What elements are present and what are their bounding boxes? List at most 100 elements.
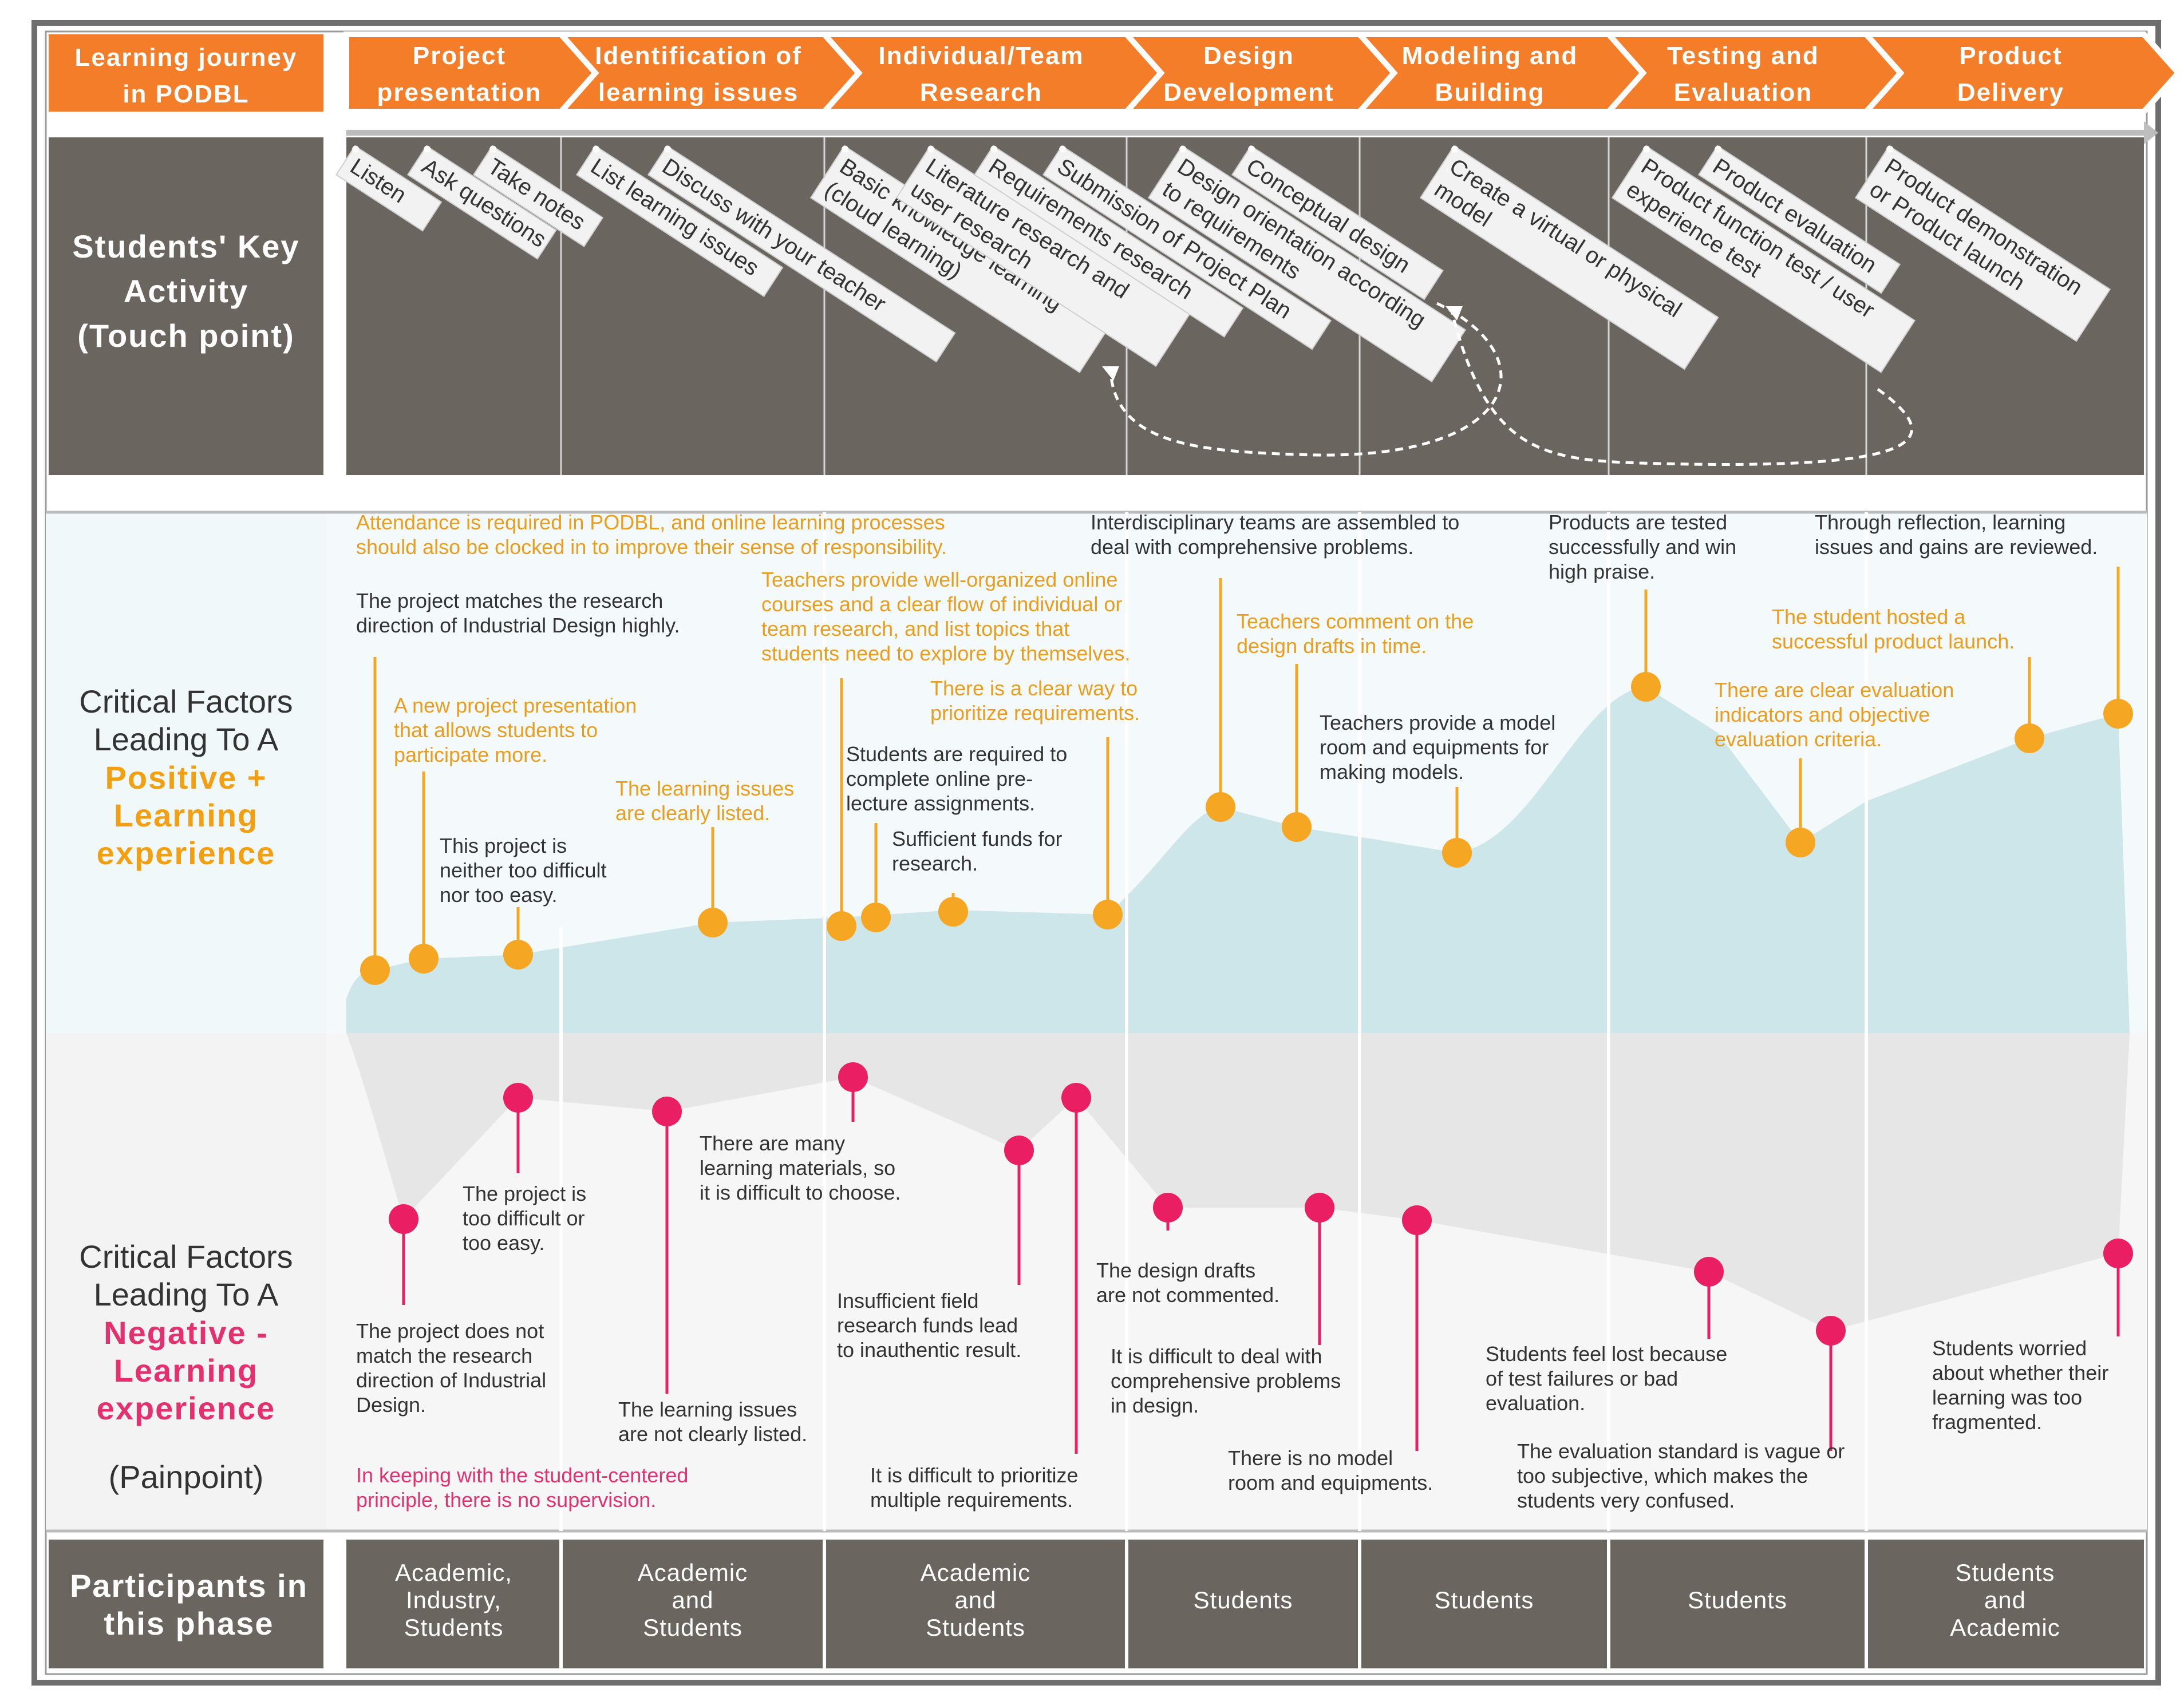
participants-cell-3: Academic and Students xyxy=(921,1559,1030,1641)
positive-label-bg xyxy=(46,512,326,1033)
negative-annotation-line: students very confused. xyxy=(1517,1489,1735,1512)
positive-annotation-line: Products are tested xyxy=(1549,511,1727,534)
key-activity-label-line: Students' Key xyxy=(72,228,299,264)
positive-annotation-line: Attendance is required in PODBL, and onl… xyxy=(356,511,945,534)
positive-annotation-line: Sufficient funds for xyxy=(892,827,1063,850)
participants-cell-3-line: and xyxy=(954,1587,996,1613)
activity-tag-bg xyxy=(1042,145,1332,350)
positive-annotation: There are clear evaluation indicators and… xyxy=(1715,678,1954,751)
participants-cell-7-line: Academic xyxy=(1950,1614,2060,1641)
participants-cell-7: Students and Academic xyxy=(1950,1559,2060,1641)
positive-annotation: Teachers provide a model room and equipme… xyxy=(1320,711,1555,784)
negative-annotation: The design drafts are not commented. xyxy=(1096,1259,1279,1307)
positive-annotation-line: neither too difficult xyxy=(440,859,607,882)
negative-annotation-line: research funds lead xyxy=(837,1314,1018,1337)
positive-annotation-line: prioritize requirements. xyxy=(930,701,1140,725)
phase-label-5: Modeling and Building xyxy=(1402,42,1578,106)
positive-marker-dot xyxy=(1786,828,1815,857)
participants-cell-3-line: Academic xyxy=(921,1559,1030,1586)
participants-label-line: Participants in xyxy=(70,1568,308,1604)
negative-annotation-line: are not commented. xyxy=(1096,1283,1279,1307)
negative-annotation-line: In keeping with the student-centered xyxy=(356,1463,688,1487)
positive-annotation-line: There is a clear way to xyxy=(930,677,1138,700)
negative-curve-group xyxy=(346,1033,2130,1331)
negative-annotation-line: There are many xyxy=(700,1132,845,1155)
negative-annotation-line: too difficult or xyxy=(463,1206,584,1230)
activity-tag-bg xyxy=(1854,145,2111,342)
phase-label-7-line: Product xyxy=(1959,42,2062,70)
positive-annotation: Teachers comment on the design drafts in … xyxy=(1237,610,1474,658)
phase-label-6-line: Evaluation xyxy=(1674,78,1813,106)
negative-annotation-line: The project is xyxy=(463,1182,586,1205)
negative-annotation-line: The learning issues xyxy=(618,1398,797,1421)
phase-label-3: Individual/Team Research xyxy=(878,42,1084,106)
positive-marker-dot xyxy=(360,955,390,985)
feedback-arrow-head xyxy=(1102,366,1119,381)
positive-marker-dot xyxy=(1206,792,1235,822)
positive-annotation: A new project presentation that allows st… xyxy=(394,694,637,766)
positive-annotation: Sufficient funds for research. xyxy=(892,827,1063,875)
phase-label-1-line: Project xyxy=(413,42,506,70)
activity-tag-bg xyxy=(1419,145,1719,370)
negative-annotation-line: Design. xyxy=(356,1393,426,1417)
positive-annotation-line: Interdisciplinary teams are assembled to xyxy=(1091,511,1459,534)
participants-cell-4: Students xyxy=(1194,1587,1293,1613)
activity-tag-pin xyxy=(990,145,998,153)
activity-tag-bg xyxy=(335,145,443,232)
negative-annotation: It is difficult to prioritize multiple re… xyxy=(870,1463,1078,1512)
negative-annotation-line: comprehensive problems xyxy=(1111,1369,1341,1393)
positive-annotation-line: deal with comprehensive problems. xyxy=(1091,535,1413,559)
negative-label-accent-line: Learning xyxy=(114,1352,258,1388)
participants-cell-7-line: and xyxy=(1984,1587,2026,1613)
negative-annotation: In keeping with the student-centered prin… xyxy=(356,1463,688,1512)
phase-label-2: Identification of learning issues xyxy=(595,42,802,106)
feedback-arrow-testing xyxy=(1450,308,1913,466)
negative-annotation-line: It is difficult to deal with xyxy=(1111,1344,1322,1368)
phase-label-4: Design Development xyxy=(1163,42,1334,106)
positive-label-accent: Positive + Learning experience xyxy=(97,759,276,871)
activity-tag-bg xyxy=(1147,145,1467,383)
negative-annotation-line: There is no model xyxy=(1228,1446,1393,1470)
negative-label-accent: Negative -Learning experience xyxy=(97,1315,276,1426)
negative-annotation-line: learning was too xyxy=(1932,1386,2082,1409)
positive-label-accent-line: Positive + xyxy=(105,759,267,796)
negative-experience-area xyxy=(346,1033,2130,1331)
negative-annotation-line: Students feel lost because xyxy=(1486,1342,1727,1366)
negative-annotation: Insufficient field research funds lead to … xyxy=(837,1289,1021,1362)
negative-annotation: The project is too difficult or too easy. xyxy=(463,1182,586,1255)
positive-label-accent-line: Learning xyxy=(114,797,258,833)
negative-annotation-line: evaluation. xyxy=(1486,1391,1585,1415)
activity-tag-bg xyxy=(472,145,604,247)
positive-annotation-line: successfully and win xyxy=(1549,535,1736,559)
positive-label-accent-line: experience xyxy=(97,835,276,871)
positive-annotation-line: Students are required to xyxy=(846,742,1067,766)
participants-band xyxy=(346,1540,2144,1668)
participants-cell-1-line: Industry, xyxy=(406,1587,501,1613)
negative-annotation-line: room and equipments. xyxy=(1228,1471,1433,1494)
negative-annotation-line: too subjective, which makes the xyxy=(1517,1464,1808,1488)
activity-tag-pin xyxy=(1179,145,1187,153)
negative-annotation-line: The project does not xyxy=(356,1319,544,1343)
positive-annotation-line: Through reflection, learning xyxy=(1815,511,2065,534)
phase-label-4-line: Development xyxy=(1163,78,1334,106)
negative-annotation: There is no model room and equipments. xyxy=(1228,1446,1433,1494)
phase-label-1: Project presentation xyxy=(377,42,542,106)
participants-cell-5-line: Students xyxy=(1435,1587,1534,1613)
negative-annotation-line: direction of Industrial xyxy=(356,1368,546,1392)
positive-annotation-line: making models. xyxy=(1320,760,1464,784)
activity-tag-pin xyxy=(1451,145,1459,153)
negative-marker-dot xyxy=(1153,1193,1183,1223)
positive-marker-dot xyxy=(938,897,968,927)
phase-label-7-line: Delivery xyxy=(1957,78,2064,106)
positive-annotation-line: design drafts in time. xyxy=(1237,634,1427,658)
positive-annotation-line: Teachers provide a model xyxy=(1320,711,1555,734)
negative-annotation-line: match the research xyxy=(356,1344,532,1367)
phase-label-5-line: Building xyxy=(1435,78,1545,106)
activity-tag-pin xyxy=(1059,145,1067,153)
negative-annotation-line: of test failures or bad xyxy=(1486,1367,1678,1390)
negative-annotation: There are many learning materials, so it i… xyxy=(700,1132,901,1204)
phase-label-4-line: Design xyxy=(1203,42,1294,70)
phase-separators xyxy=(559,512,1868,1531)
negative-label: Critical Factors Leading To A xyxy=(79,1239,293,1312)
